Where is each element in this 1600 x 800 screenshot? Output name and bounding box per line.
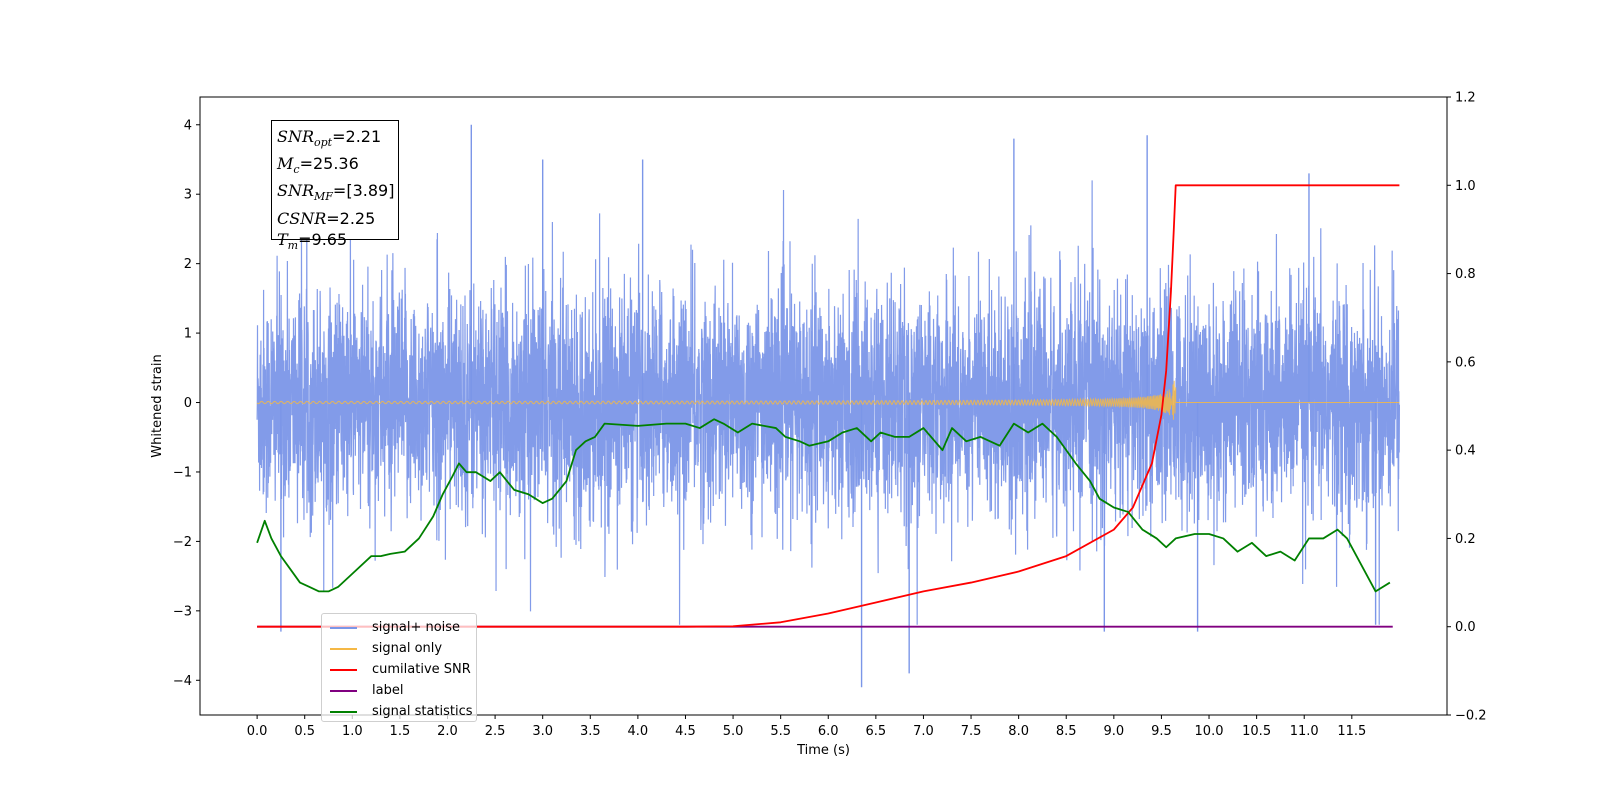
y2-tick-label: 0.0 [1455, 620, 1476, 635]
x-tick-label: 7.5 [961, 724, 982, 739]
snr-mf-value: =[3.89] [332, 181, 395, 201]
y-tick-label: −4 [173, 674, 192, 689]
legend-label: signal+ noise [372, 620, 461, 635]
mc-text: Mc=25.36 [277, 154, 359, 177]
x-tick-label: 5.5 [770, 724, 791, 739]
series-signal-statistics-line [256, 418, 1391, 593]
y-tick-label: −1 [173, 465, 192, 480]
x-tick-label: 2.5 [485, 724, 506, 739]
legend-item: signal+ noise [322, 617, 476, 638]
y2-tick-label: 0.8 [1455, 267, 1476, 282]
x-tick-label: 0.5 [294, 724, 315, 739]
y2-tick-label: 1.2 [1455, 91, 1476, 106]
y-tick-label: −3 [173, 604, 192, 619]
x-tick-label: 2.0 [437, 724, 458, 739]
legend-swatch [330, 668, 357, 671]
x-tick-label: 11.5 [1337, 724, 1366, 739]
x-tick-label: 7.0 [913, 724, 934, 739]
series-signal-noise-line [256, 180, 1400, 625]
x-tick-label: 3.0 [532, 724, 553, 739]
x-tick-label: 4.0 [628, 724, 649, 739]
y-axis-right: −0.2 0.0 0.2 0.4 0.6 0.8 1.0 1.2 [1447, 91, 1487, 724]
legend-item: signal only [322, 638, 476, 659]
x-tick-label: 5.0 [723, 724, 744, 739]
x-tick-label: 6.5 [866, 724, 887, 739]
y2-tick-label: 0.2 [1455, 532, 1476, 547]
y-tick-label: 4 [184, 118, 192, 133]
series-signal-only-line [256, 380, 1400, 420]
y-axis-left: −4 −3 −2 −1 0 1 2 3 4 [173, 118, 200, 689]
y-tick-label: 2 [184, 257, 192, 272]
snr-opt-text: SNRopt=2.21 [277, 127, 382, 150]
y2-tick-label: −0.2 [1455, 709, 1487, 724]
snr-opt-value: =2.21 [332, 127, 382, 146]
plot-area [256, 124, 1400, 688]
axes-frame [199, 96, 1448, 716]
legend-swatch [330, 710, 357, 713]
legend-item: label [322, 680, 476, 701]
y-axis-label: Whitened strain [150, 354, 165, 457]
mc-value: =25.36 [299, 154, 359, 174]
series-cumulative-snr-line [257, 184, 1400, 628]
y2-tick-label: 0.4 [1455, 444, 1476, 459]
y-tick-label: 1 [184, 327, 192, 342]
csnr-text: CSNR=2.25 [277, 208, 376, 228]
x-axis-label: Time (s) [796, 743, 850, 758]
y-tick-label: 0 [184, 396, 192, 411]
legend-item: signal statistics [322, 701, 476, 722]
legend-swatch [330, 647, 357, 650]
x-tick-label: 10.5 [1242, 724, 1271, 739]
x-tick-label: 11.0 [1290, 724, 1319, 739]
legend-swatch [330, 689, 357, 692]
metrics-annotation-box: SNRopt=2.21 Mc=25.36 SNRMF=[3.89] CSNR=2… [271, 120, 399, 252]
legend-label: signal only [372, 641, 443, 656]
x-tick-label: 3.5 [580, 724, 601, 739]
x-axis: 0.0 0.5 1.0 1.5 2.0 2.5 3.0 3.5 4.0 4.5 5.0 5.5 6.0 6… [247, 715, 1366, 739]
x-tick-label: 4.5 [675, 724, 696, 739]
legend-item: cumilative SNR [322, 659, 476, 680]
y2-tick-label: 0.6 [1455, 355, 1476, 370]
tm-text: Tm=9.65 [277, 229, 348, 252]
legend-label: label [372, 683, 404, 698]
x-tick-label: 8.5 [1056, 724, 1077, 739]
y2-tick-label: 1.0 [1455, 179, 1476, 194]
legend-swatch [330, 626, 357, 629]
y-tick-label: 3 [184, 188, 192, 203]
legend-label: cumilative SNR [372, 662, 471, 677]
x-tick-label: 1.0 [342, 724, 363, 739]
y-tick-label: −2 [173, 535, 192, 550]
legend: signal+ noise signal only cumilative SNR… [321, 613, 477, 722]
x-tick-label: 8.0 [1008, 724, 1029, 739]
x-tick-label: 9.5 [1151, 724, 1172, 739]
tm-value: =9.65 [298, 229, 348, 249]
csnr-value: =2.25 [326, 208, 376, 228]
x-tick-label: 10.0 [1195, 724, 1224, 739]
x-tick-label: 1.5 [390, 724, 411, 739]
x-tick-label: 9.0 [1103, 724, 1124, 739]
x-tick-label: 0.0 [247, 724, 268, 739]
x-tick-label: 6.0 [818, 724, 839, 739]
legend-label: signal statistics [372, 704, 473, 719]
snr-mf-text: SNRMF=[3.89] [277, 181, 395, 204]
